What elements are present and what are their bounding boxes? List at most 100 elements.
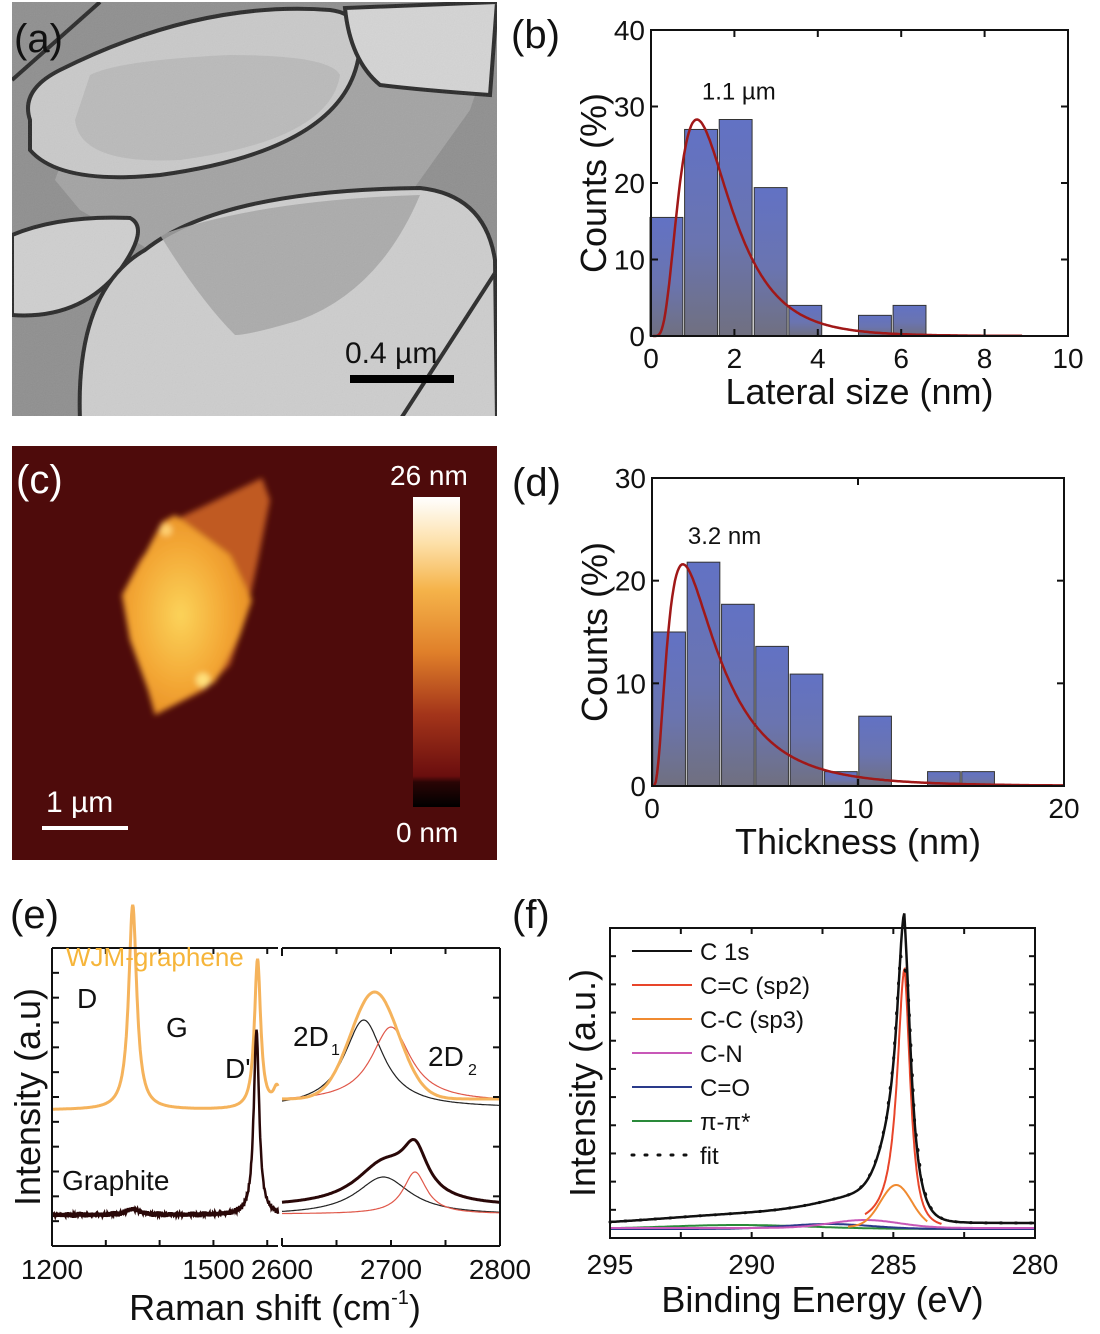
peak-label-2d1-subscript: 1 xyxy=(331,1042,340,1059)
y-tick-label: 30 xyxy=(614,92,645,123)
y-axis-title: Counts (%) xyxy=(573,93,614,273)
peak-annotation: 3.2 nm xyxy=(688,523,761,550)
histogram-bar xyxy=(858,715,892,787)
y-tick-label: 0 xyxy=(629,321,645,352)
histogram-bar xyxy=(892,304,927,337)
carbon-strand xyxy=(400,268,497,416)
raman-fit-2d2-graphite xyxy=(282,1171,501,1215)
graphene-flake-overlay xyxy=(160,195,420,335)
panel-label: (b) xyxy=(511,13,560,57)
xps-line-c-c-sp2 xyxy=(864,966,942,1225)
raman-line-graphite-2d xyxy=(281,1137,501,1204)
x-tick-label: 2 xyxy=(727,343,743,374)
chart-b-lateral-size-histogram: 0 2 4 6 8 10 0 10 20 30 40 Lateral size (nm) Counts … xyxy=(511,13,1084,412)
x-tick-label: 285 xyxy=(870,1249,917,1280)
lognormal-fit-curve xyxy=(652,563,1064,788)
x-axis-title: Raman shift (cm-1) xyxy=(129,1287,421,1328)
raman-line-wjm-graphene-dg xyxy=(52,904,280,1111)
histogram-bar xyxy=(721,603,755,787)
raman-line-wjm-graphene-2d xyxy=(282,990,500,1101)
y-axis-title: Counts (%) xyxy=(574,542,615,722)
scale-bar-label-a: 0.4 µm xyxy=(345,337,437,370)
x-tick-label: 2800 xyxy=(469,1254,531,1285)
histogram-bar xyxy=(755,645,789,787)
y-tick-label: 0 xyxy=(630,771,646,802)
x-tick-label: 10 xyxy=(842,793,873,824)
chart-f-xps-c1s: 295 290 285 280 Binding Energy (eV) Intensity… xyxy=(512,893,1058,1320)
histogram-bar xyxy=(718,119,753,337)
x-axis-title-close: ) xyxy=(409,1287,421,1328)
x-axis-title: Thickness (nm) xyxy=(735,821,981,862)
xps-line-fit xyxy=(608,954,1037,1225)
peak-label-2d2-subscript: 2 xyxy=(468,1062,477,1079)
raman-line-graphite-dg xyxy=(51,1029,280,1222)
series-label-wjm-graphene: WJM-graphene xyxy=(66,942,244,972)
raman-fit-2d2-graphene xyxy=(282,1026,500,1100)
panel-a-tem-image: (a) 0.4 µm xyxy=(12,2,497,416)
colorbar-min-label: 0 nm xyxy=(396,817,458,848)
xps-line-c-n xyxy=(610,1219,1035,1229)
y-tick-label: 10 xyxy=(615,668,646,699)
legend-label: C=O xyxy=(700,1075,750,1102)
peak-annotation: 1.1 µm xyxy=(702,79,776,106)
panel-label-c: (c) xyxy=(16,458,63,502)
y-tick-label: 20 xyxy=(614,168,645,199)
y-axis-title: Intensity (a.u.) xyxy=(562,969,603,1197)
peak-label-d: D xyxy=(77,983,97,1014)
scale-bar-label-c: 1 µm xyxy=(46,786,113,819)
x-axis-title-superscript: -1 xyxy=(391,1287,409,1309)
panel-label: (d) xyxy=(512,461,561,505)
histogram-bar xyxy=(684,128,718,337)
legend-label: fit xyxy=(700,1143,719,1170)
x-axis-title: Lateral size (nm) xyxy=(725,371,993,412)
y-axis-title: Intensity (a.u) xyxy=(7,988,48,1206)
xps-line-c-c-sp3 xyxy=(848,1184,928,1228)
legend-label: π-π* xyxy=(700,1109,750,1136)
peak-label-d-prime: D' xyxy=(225,1053,251,1084)
panel-label-a: (a) xyxy=(14,17,63,61)
chart-d-thickness-histogram: 0 10 20 0 10 20 30 Thickness (nm) Counts (%) (d) 3… xyxy=(512,461,1080,862)
y-tick-label: 20 xyxy=(615,566,646,597)
panel-label: (f) xyxy=(512,893,550,937)
panel-c-afm-image: (c) 26 nm 0 nm 1 µm xyxy=(12,446,497,860)
y-tick-label: 10 xyxy=(614,245,645,276)
histogram-bar xyxy=(686,561,721,787)
x-tick-label: 2600 xyxy=(251,1254,313,1285)
x-tick-label: 2700 xyxy=(360,1254,422,1285)
x-tick-label: 10 xyxy=(1052,343,1083,374)
afm-colorbar xyxy=(413,497,460,807)
legend-label: C=C (sp2) xyxy=(700,973,810,1000)
colorbar-max-label: 26 nm xyxy=(390,460,468,491)
carbon-hole-3 xyxy=(12,215,140,318)
graphene-flake-overlay-top xyxy=(75,55,340,161)
histogram-bar xyxy=(753,187,788,337)
chart-e-raman-spectra: 1200 1500 2600 2700 2800 Raman shift (cm-1) In… xyxy=(7,893,531,1328)
series-label-graphite: Graphite xyxy=(62,1165,169,1196)
x-tick-label: 1500 xyxy=(182,1254,244,1285)
x-tick-label: 280 xyxy=(1012,1249,1059,1280)
x-tick-label: 0 xyxy=(643,343,659,374)
x-tick-label: 20 xyxy=(1048,793,1079,824)
carbon-strand xyxy=(12,2,102,82)
y-tick-label: 30 xyxy=(615,463,646,494)
legend-label: C-C (sp3) xyxy=(700,1007,804,1034)
x-tick-label: 8 xyxy=(977,343,993,374)
peak-label-2d2: 2D xyxy=(428,1041,464,1072)
x-axis-title: Binding Energy (eV) xyxy=(661,1279,983,1320)
scale-bar-c xyxy=(42,826,128,830)
y-tick-label: 40 xyxy=(614,15,645,46)
x-tick-label: 4 xyxy=(810,343,826,374)
carbon-hole-2 xyxy=(342,2,497,98)
plot-frame xyxy=(609,927,1036,1239)
raman-fit-2d1-graphite xyxy=(281,1176,500,1213)
x-tick-label: 290 xyxy=(728,1249,775,1280)
x-tick-label: 0 xyxy=(644,793,660,824)
legend-label: C 1s xyxy=(700,939,749,966)
xps-line-c1s xyxy=(609,913,1035,1225)
peak-label-g: G xyxy=(166,1012,188,1043)
raman-fit-2d1-graphene xyxy=(281,1019,501,1106)
peak-label-2d1: 2D xyxy=(293,1021,329,1052)
x-axis-title-main: Raman shift (cm xyxy=(129,1287,391,1328)
x-tick-label: 1200 xyxy=(21,1254,83,1285)
